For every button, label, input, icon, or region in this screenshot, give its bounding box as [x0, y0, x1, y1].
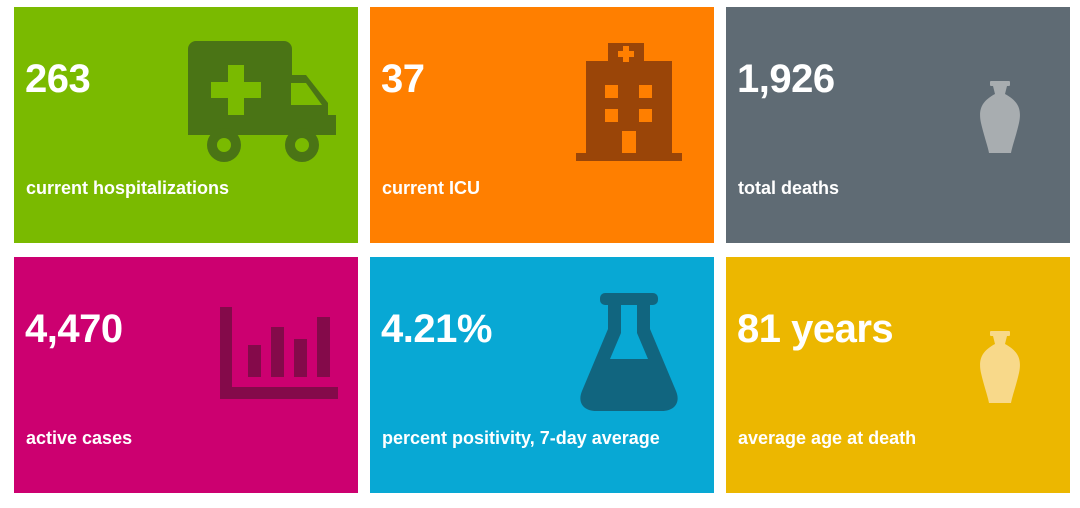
percent-positivity-label: percent positivity, 7-day average: [382, 428, 660, 448]
icu-label: current ICU: [382, 178, 481, 198]
hospitalizations-label: current hospitalizations: [26, 178, 230, 198]
total-deaths-value: 1,926: [737, 57, 835, 101]
average-age-label: average age at death: [738, 428, 917, 448]
urn-icon: [980, 81, 1020, 153]
stat-tile-percent-positivity: 4.21% percent positivity, 7-day average: [370, 257, 714, 493]
total-deaths-label: total deaths: [738, 178, 840, 198]
stat-tile-icu: 37 current ICU: [370, 7, 714, 243]
stat-tile-total-deaths: 1,926 total deaths: [726, 7, 1070, 243]
bar-chart-icon: [220, 307, 338, 399]
hospitalizations-value: 263: [25, 57, 91, 101]
flask-icon: [580, 293, 678, 411]
hospital-building-icon: [576, 43, 682, 161]
active-cases-label: active cases: [26, 428, 133, 448]
stat-tile-hospitalizations: 263 current hospitalizations: [14, 7, 358, 243]
ambulance-icon: [188, 41, 336, 162]
average-age-value: 81 years: [737, 307, 894, 351]
active-cases-value: 4,470: [25, 307, 123, 351]
stat-tile-active-cases: 4,470 active cases: [14, 257, 358, 493]
icu-value: 37: [381, 57, 425, 101]
percent-positivity-value: 4.21%: [381, 307, 492, 351]
stat-tile-average-age-at-death: 81 years average age at death: [726, 257, 1070, 493]
urn-icon: [980, 331, 1020, 403]
